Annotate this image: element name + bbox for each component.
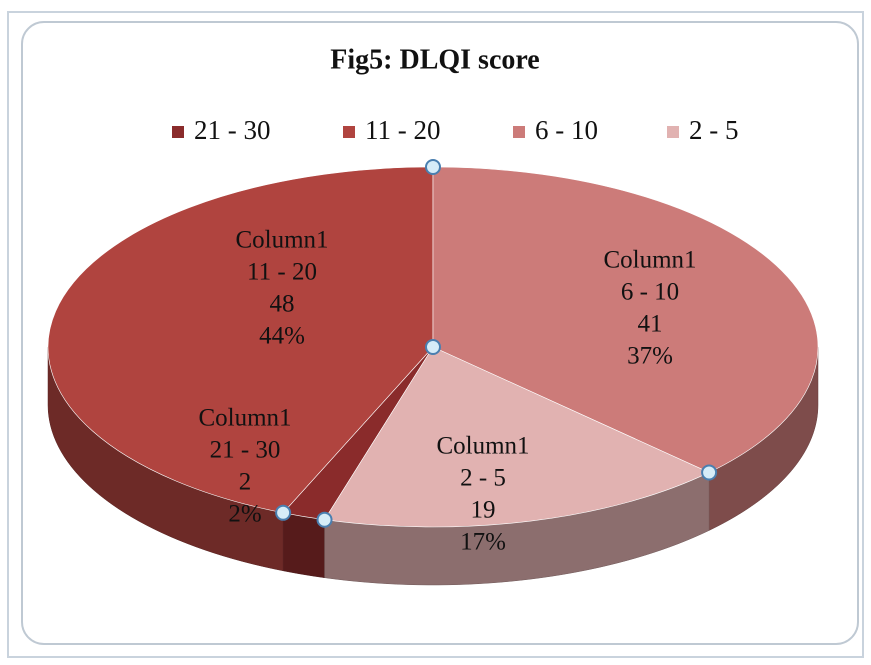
data-label: 21 - 30 <box>210 437 281 464</box>
legend-label: 2 - 5 <box>689 115 739 145</box>
pie <box>47 159 819 586</box>
data-label: 2% <box>228 501 261 528</box>
data-label: 44% <box>259 323 305 350</box>
data-label: 48 <box>270 291 295 318</box>
slice <box>47 166 434 514</box>
data-label: 11 - 20 <box>247 259 317 286</box>
data-label: Column1 <box>603 247 696 274</box>
data-label: 17% <box>460 529 506 556</box>
data-label: 6 - 10 <box>621 279 679 306</box>
data-labels: Column1 21 - 30 2 2% Column1 11 - 20 48 44% Colu… <box>198 227 696 556</box>
data-label: Column1 <box>235 227 328 254</box>
data-label: Column1 <box>198 405 291 432</box>
chart-title: Fig5: DLQI score <box>330 44 539 75</box>
legend-swatch <box>513 126 525 138</box>
selection-handle <box>701 464 718 481</box>
outer-frame <box>7 11 864 658</box>
slice <box>432 166 819 473</box>
legend-label: 21 - 30 <box>194 115 271 145</box>
selection-handle <box>425 159 441 175</box>
selection-handle <box>275 504 292 521</box>
selection-handle <box>316 511 333 528</box>
legend-label: 11 - 20 <box>365 115 441 145</box>
legend: 21 - 30 11 - 20 6 - 10 2 - 5 <box>172 115 739 145</box>
legend-swatch <box>343 126 355 138</box>
chart-area-border <box>21 21 859 645</box>
data-label: 41 <box>638 311 663 338</box>
data-label: Column1 <box>436 433 529 460</box>
data-label: 2 - 5 <box>460 465 506 492</box>
data-label: 19 <box>471 497 496 524</box>
selection-handle <box>425 339 441 355</box>
legend-swatch <box>172 126 184 138</box>
data-label: 37% <box>627 343 673 370</box>
data-label: 2 <box>239 469 252 496</box>
legend-swatch <box>667 126 679 138</box>
legend-label: 6 - 10 <box>535 115 598 145</box>
slice <box>324 346 710 528</box>
